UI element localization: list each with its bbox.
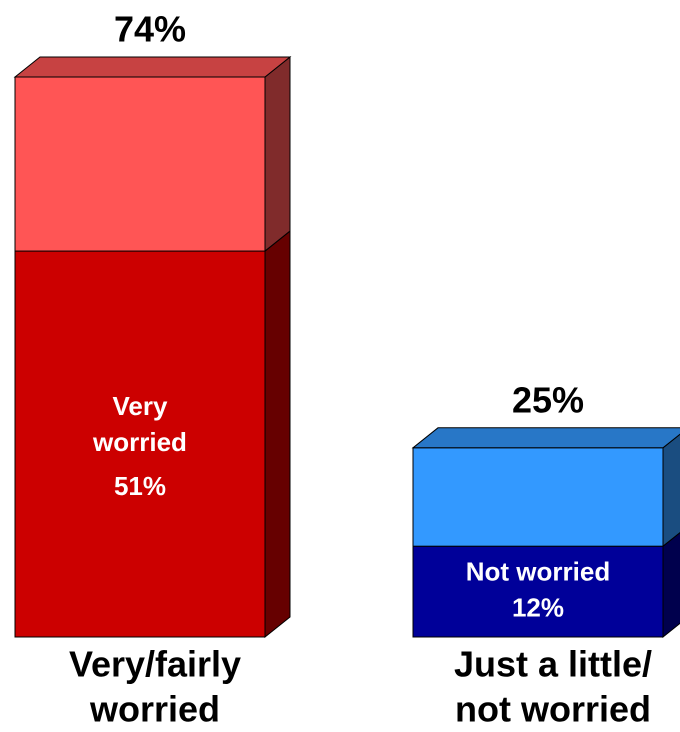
total-label: 25% (512, 379, 584, 420)
category-label: Just a little/ (454, 644, 652, 685)
bar-segment (412, 545, 664, 638)
bar-side (264, 55, 291, 253)
segment-label: Not worried (466, 556, 610, 586)
category-label: not worried (455, 689, 651, 730)
bar-side (264, 230, 291, 639)
bar-top (411, 427, 680, 449)
value-label: 51% (114, 471, 166, 501)
value-label: 12% (512, 592, 564, 622)
category-label: worried (89, 689, 220, 730)
bar-segment (14, 250, 266, 638)
segment-label: worried (92, 427, 187, 457)
bar-segment (412, 447, 664, 547)
total-label: 74% (114, 9, 186, 50)
bar-top (13, 56, 292, 78)
category-label: Very/fairly (69, 644, 241, 685)
segment-label: Very (113, 391, 168, 421)
bar-segment (14, 76, 266, 252)
